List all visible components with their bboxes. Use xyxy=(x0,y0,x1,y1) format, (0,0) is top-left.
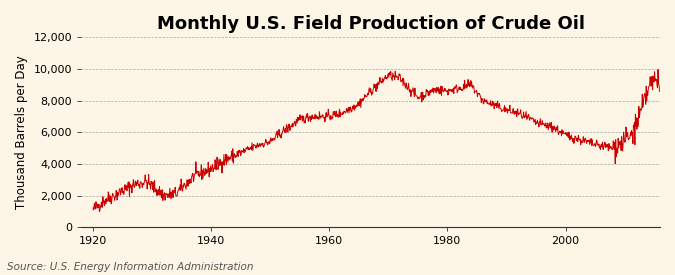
Text: Source: U.S. Energy Information Administration: Source: U.S. Energy Information Administ… xyxy=(7,262,253,272)
Y-axis label: Thousand Barrels per Day: Thousand Barrels per Day xyxy=(15,55,28,209)
Title: Monthly U.S. Field Production of Crude Oil: Monthly U.S. Field Production of Crude O… xyxy=(157,15,585,33)
